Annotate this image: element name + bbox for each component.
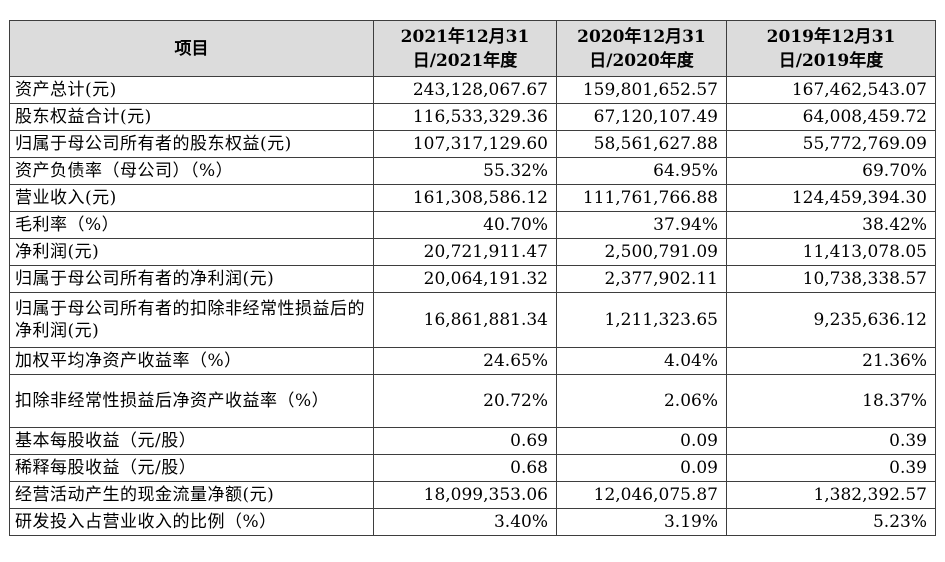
value-2019: 1,382,392.57 (726, 481, 936, 509)
table-row: 资产总计(元) 243,128,067.67 159,801,652.57 16… (9, 76, 936, 104)
value-2019: 0.39 (726, 454, 936, 482)
value-2021: 20.72% (373, 374, 557, 428)
value-2019: 18.37% (726, 374, 936, 428)
table-row: 股东权益合计(元) 116,533,329.36 67,120,107.49 6… (9, 103, 936, 131)
table-row: 归属于母公司所有者的净利润(元) 20,064,191.32 2,377,902… (9, 265, 936, 293)
value-2021: 40.70% (373, 211, 557, 239)
header-row: 项目 2021年12月31日/2021年度 2020年12月31日/2020年度… (9, 20, 936, 77)
table-row: 经营活动产生的现金流量净额(元) 18,099,353.06 12,046,07… (9, 481, 936, 509)
table-row: 毛利率（%） 40.70% 37.94% 38.42% (9, 211, 936, 239)
row-label: 归属于母公司所有者的净利润(元) (9, 265, 374, 293)
value-2019: 64,008,459.72 (726, 103, 936, 131)
value-2021: 116,533,329.36 (373, 103, 557, 131)
table-row: 归属于母公司所有者的扣除非经常性损益后的净利润(元) 16,861,881.34… (9, 292, 936, 348)
table-row: 研发投入占营业收入的比例（%） 3.40% 3.19% 5.23% (9, 508, 936, 536)
value-2021: 24.65% (373, 347, 557, 375)
table-row: 稀释每股收益（元/股） 0.68 0.09 0.39 (9, 454, 936, 482)
value-2019: 11,413,078.05 (726, 238, 936, 266)
row-label: 研发投入占营业收入的比例（%） (9, 508, 374, 536)
value-2020: 1,211,323.65 (556, 292, 727, 348)
row-label: 资产负债率（母公司）（%） (9, 157, 374, 185)
header-2020: 2020年12月31日/2020年度 (556, 20, 727, 77)
value-2020: 159,801,652.57 (556, 76, 727, 104)
value-2021: 18,099,353.06 (373, 481, 557, 509)
header-2019: 2019年12月31日/2019年度 (726, 20, 936, 77)
row-label: 经营活动产生的现金流量净额(元) (9, 481, 374, 509)
table-row: 加权平均净资产收益率（%） 24.65% 4.04% 21.36% (9, 347, 936, 375)
value-2021: 0.68 (373, 454, 557, 482)
row-label: 加权平均净资产收益率（%） (9, 347, 374, 375)
value-2020: 64.95% (556, 157, 727, 185)
value-2020: 2,377,902.11 (556, 265, 727, 293)
table-body: 资产总计(元) 243,128,067.67 159,801,652.57 16… (9, 76, 936, 536)
header-2021: 2021年12月31日/2021年度 (373, 20, 557, 77)
value-2019: 21.36% (726, 347, 936, 375)
value-2020: 2.06% (556, 374, 727, 428)
value-2021: 243,128,067.67 (373, 76, 557, 104)
row-label: 股东权益合计(元) (9, 103, 374, 131)
row-label: 净利润(元) (9, 238, 374, 266)
value-2020: 111,761,766.88 (556, 184, 727, 212)
row-label: 扣除非经常性损益后净资产收益率（%） (9, 374, 374, 428)
value-2019: 124,459,394.30 (726, 184, 936, 212)
value-2021: 16,861,881.34 (373, 292, 557, 348)
value-2021: 55.32% (373, 157, 557, 185)
row-label: 营业收入(元) (9, 184, 374, 212)
table-row: 营业收入(元) 161,308,586.12 111,761,766.88 12… (9, 184, 936, 212)
row-label: 归属于母公司所有者的扣除非经常性损益后的净利润(元) (9, 292, 374, 348)
header-item: 项目 (9, 20, 374, 77)
value-2020: 12,046,075.87 (556, 481, 727, 509)
value-2020: 3.19% (556, 508, 727, 536)
table-row: 资产负债率（母公司）（%） 55.32% 64.95% 69.70% (9, 157, 936, 185)
value-2020: 58,561,627.88 (556, 130, 727, 158)
row-label: 稀释每股收益（元/股） (9, 454, 374, 482)
row-label: 归属于母公司所有者的股东权益(元) (9, 130, 374, 158)
value-2020: 37.94% (556, 211, 727, 239)
value-2021: 20,064,191.32 (373, 265, 557, 293)
value-2020: 2,500,791.09 (556, 238, 727, 266)
value-2019: 55,772,769.09 (726, 130, 936, 158)
value-2020: 0.09 (556, 454, 727, 482)
value-2021: 0.69 (373, 427, 557, 455)
value-2021: 161,308,586.12 (373, 184, 557, 212)
row-label: 毛利率（%） (9, 211, 374, 239)
value-2020: 0.09 (556, 427, 727, 455)
value-2021: 20,721,911.47 (373, 238, 557, 266)
value-2019: 69.70% (726, 157, 936, 185)
value-2021: 107,317,129.60 (373, 130, 557, 158)
value-2019: 167,462,543.07 (726, 76, 936, 104)
value-2019: 5.23% (726, 508, 936, 536)
row-label: 资产总计(元) (9, 76, 374, 104)
value-2020: 4.04% (556, 347, 727, 375)
row-label: 基本每股收益（元/股） (9, 427, 374, 455)
table-row: 归属于母公司所有者的股东权益(元) 107,317,129.60 58,561,… (9, 130, 936, 158)
table-row: 基本每股收益（元/股） 0.69 0.09 0.39 (9, 427, 936, 455)
value-2020: 67,120,107.49 (556, 103, 727, 131)
table-row: 净利润(元) 20,721,911.47 2,500,791.09 11,413… (9, 238, 936, 266)
value-2019: 38.42% (726, 211, 936, 239)
value-2019: 10,738,338.57 (726, 265, 936, 293)
value-2019: 0.39 (726, 427, 936, 455)
value-2021: 3.40% (373, 508, 557, 536)
table-header: 项目 2021年12月31日/2021年度 2020年12月31日/2020年度… (9, 20, 936, 77)
value-2019: 9,235,636.12 (726, 292, 936, 348)
table-row: 扣除非经常性损益后净资产收益率（%） 20.72% 2.06% 18.37% (9, 374, 936, 428)
financial-data-table: 项目 2021年12月31日/2021年度 2020年12月31日/2020年度… (9, 20, 936, 536)
